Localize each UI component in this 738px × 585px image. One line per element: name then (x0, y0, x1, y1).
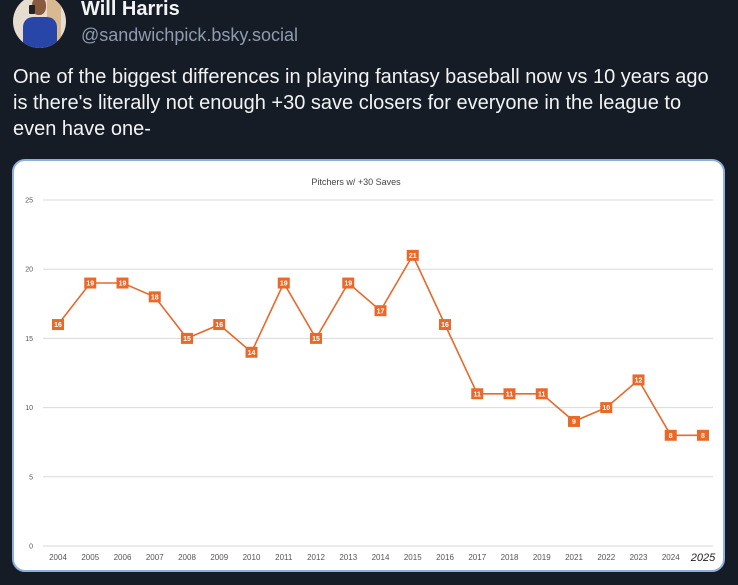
data-marker (277, 277, 290, 289)
x-tick-label: 2018 (501, 553, 519, 562)
chart-image-card[interactable]: Pitchers w/ +30 Saves 0 5 10 15 20 25 2004 2005 2… (12, 159, 725, 572)
x-tick-label: 2019 (533, 553, 551, 562)
x-tick-label: 2023 (630, 553, 648, 562)
data-marker (632, 374, 645, 386)
data-marker (374, 305, 387, 317)
avatar[interactable] (13, 0, 66, 48)
data-label: 14 (248, 350, 256, 357)
avatar-head (32, 0, 46, 15)
author-handle[interactable]: @sandwichpick.bsky.social (81, 25, 299, 45)
x-tick-label: 2022 (597, 553, 615, 562)
y-tick-label: 20 (25, 267, 33, 274)
data-label: 9 (572, 419, 576, 426)
x-tick-label: 2012 (307, 553, 325, 562)
data-marker (664, 429, 677, 441)
data-label: 8 (701, 433, 705, 440)
avatar-shirt (23, 17, 57, 48)
x-tick-label: 2021 (565, 553, 583, 562)
x-tick-label: 2005 (81, 553, 99, 562)
data-label: 15 (312, 336, 320, 343)
data-label: 16 (54, 322, 62, 329)
data-marker (697, 429, 709, 441)
data-marker (116, 277, 129, 289)
y-tick-label: 15 (25, 336, 33, 343)
x-tick-label: 2006 (114, 553, 132, 562)
data-label: 8 (669, 433, 673, 440)
data-label: 15 (183, 336, 191, 343)
data-marker (342, 277, 355, 289)
chart-title: Pitchers w/ +30 Saves (311, 177, 401, 187)
data-label: 19 (344, 281, 352, 288)
data-label: 16 (215, 322, 223, 329)
data-marker (310, 332, 322, 344)
data-marker (406, 249, 419, 261)
y-tick-label: 25 (25, 198, 33, 205)
data-marker (181, 332, 193, 344)
data-marker (439, 319, 451, 331)
data-label: 21 (409, 253, 417, 260)
x-tick-label: 2025 (690, 552, 716, 564)
y-tick-label: 5 (29, 474, 33, 481)
y-tick-label: 0 (29, 544, 33, 551)
data-label: 19 (119, 281, 127, 288)
data-marker (568, 415, 580, 427)
x-tick-label: 2016 (436, 553, 454, 562)
data-marker (503, 388, 516, 400)
data-marker (471, 388, 484, 400)
x-tick-label: 2015 (404, 553, 422, 562)
data-marker (213, 319, 226, 331)
data-label: 12 (635, 378, 643, 385)
post-text: One of the biggest differences in playin… (13, 66, 709, 140)
data-marker (52, 319, 64, 331)
author-name[interactable]: Will Harris (81, 0, 180, 20)
data-label: 19 (280, 281, 288, 288)
x-tick-label: 2009 (210, 553, 228, 562)
y-tick-label: 10 (25, 405, 33, 412)
x-tick-label: 2024 (662, 553, 680, 562)
data-label: 11 (474, 391, 482, 398)
data-label: 11 (538, 391, 546, 398)
x-tick-label: 2007 (146, 553, 164, 562)
data-marker (84, 277, 97, 289)
avatar-phone (29, 5, 35, 14)
x-tick-label: 2017 (468, 553, 486, 562)
data-marker (600, 402, 613, 414)
x-tick-label: 2011 (275, 553, 293, 562)
data-label: 10 (602, 405, 610, 412)
data-label: 19 (86, 281, 94, 288)
data-label: 18 (151, 294, 159, 301)
x-tick-label: 2013 (339, 553, 357, 562)
x-tick-label: 2010 (243, 553, 261, 562)
data-marker (148, 291, 161, 303)
data-label: 17 (377, 308, 385, 315)
data-label: 16 (441, 322, 449, 329)
data-label: 11 (506, 391, 514, 398)
x-tick-label: 2004 (49, 553, 67, 562)
x-tick-label: 2008 (178, 553, 196, 562)
data-marker (245, 346, 258, 358)
data-marker (535, 388, 548, 400)
x-tick-label: 2014 (372, 553, 390, 562)
